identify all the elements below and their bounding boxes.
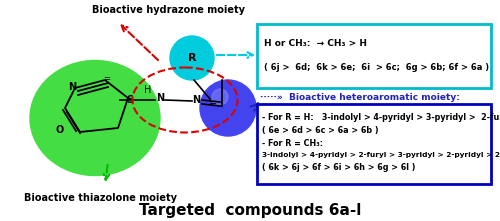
Text: S: S — [126, 95, 134, 105]
FancyBboxPatch shape — [257, 24, 491, 88]
Text: R: R — [188, 53, 196, 63]
Text: H: H — [144, 85, 152, 95]
Text: ( 6e > 6d > 6c > 6a > 6b ): ( 6e > 6d > 6c > 6a > 6b ) — [262, 126, 378, 135]
Text: Targeted  compounds 6a-l: Targeted compounds 6a-l — [139, 202, 361, 217]
FancyBboxPatch shape — [257, 104, 491, 184]
Text: =: = — [104, 74, 110, 84]
Text: ·····»  Bioactive heteroaromatic moiety:: ·····» Bioactive heteroaromatic moiety: — [260, 93, 460, 103]
Ellipse shape — [30, 61, 160, 175]
Text: =: = — [209, 98, 217, 108]
Text: N: N — [68, 82, 76, 92]
Text: H or CH₃:  → CH₃ > H: H or CH₃: → CH₃ > H — [264, 38, 367, 48]
Text: O: O — [56, 125, 64, 135]
Circle shape — [170, 36, 214, 80]
Circle shape — [200, 80, 256, 136]
Text: ( 6k > 6j > 6f > 6i > 6h > 6g > 6l ): ( 6k > 6j > 6f > 6i > 6h > 6g > 6l ) — [262, 162, 416, 171]
Text: - For R = H:   3-indolyl > 4-pyridyl > 3-pyridyl >  2-furyl > 2-thienyl: - For R = H: 3-indolyl > 4-pyridyl > 3-p… — [262, 112, 500, 122]
Text: N: N — [192, 95, 200, 105]
Circle shape — [212, 89, 228, 105]
Text: Bioactive thiazolone moiety: Bioactive thiazolone moiety — [24, 193, 176, 203]
Text: N: N — [156, 93, 164, 103]
Text: Bioactive hydrazone moiety: Bioactive hydrazone moiety — [92, 5, 244, 15]
Text: ( 6j >  6d;  6k > 6e;  6i  > 6c;  6g > 6b; 6f > 6a ): ( 6j > 6d; 6k > 6e; 6i > 6c; 6g > 6b; 6f… — [264, 63, 489, 72]
Text: 3-indolyl > 4-pyridyl > 2-furyl > 3-pyridyl > 2-pyridyl > 2-thienyl > 3-coumarin: 3-indolyl > 4-pyridyl > 2-furyl > 3-pyri… — [262, 152, 500, 158]
Text: - For R = CH₃:: - For R = CH₃: — [262, 139, 323, 147]
